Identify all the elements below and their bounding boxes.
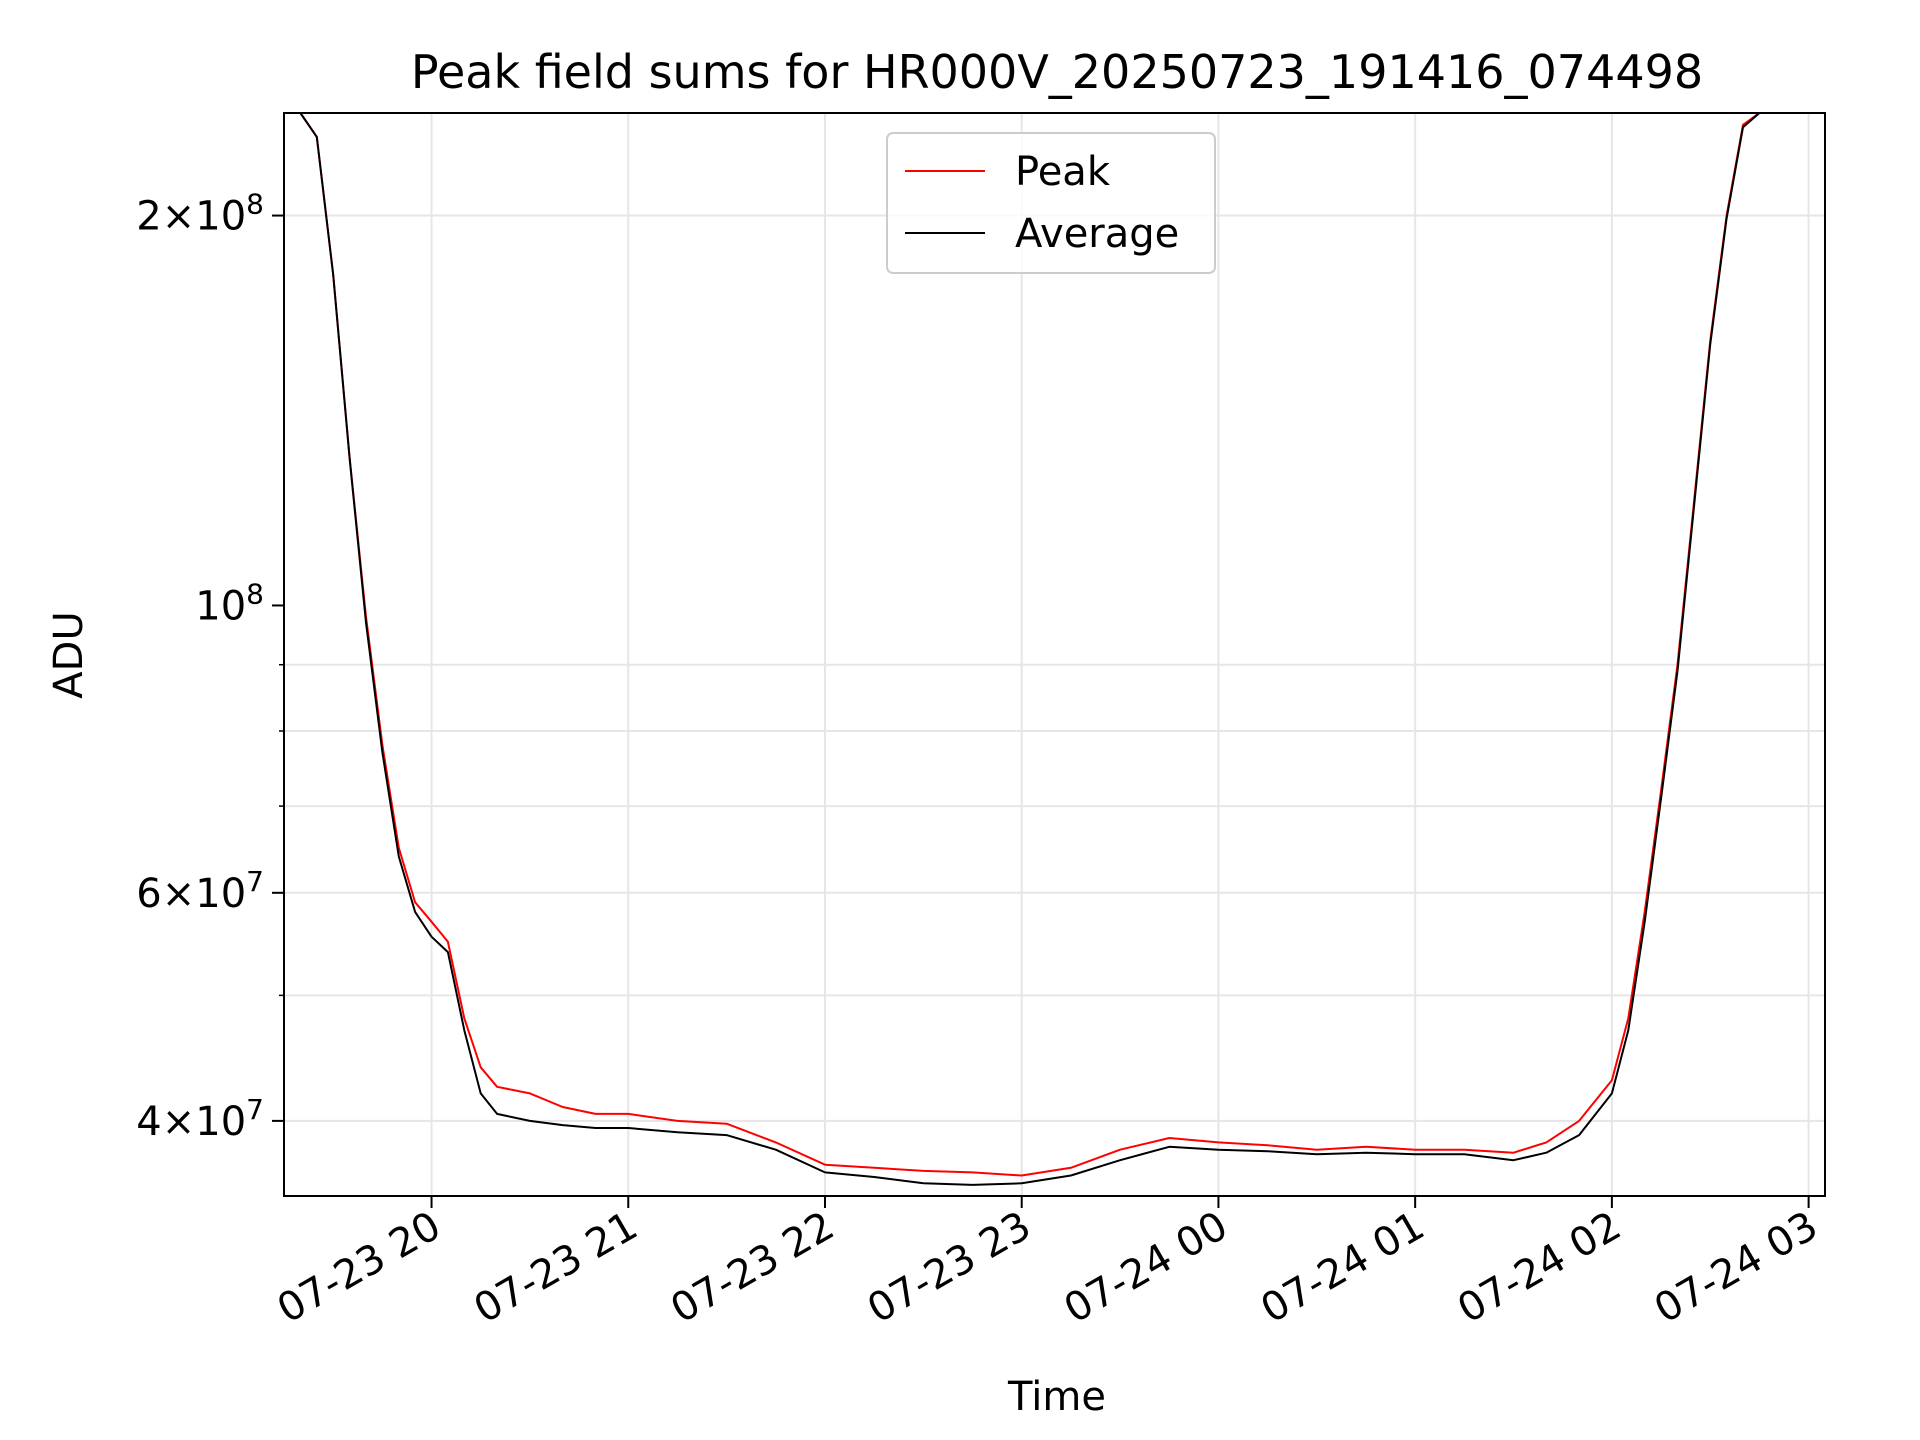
x-axis-label: Time (1007, 1374, 1106, 1420)
legend-box (886, 132, 1216, 274)
y-axis: 4×107 6×107 108 2×108 (136, 188, 284, 1145)
chart-title: Peak field sums for HR000V_20250723_1914… (411, 45, 1703, 99)
y-tick-label: 4×107 (136, 1093, 264, 1145)
series-line-peak (284, 113, 1793, 1177)
series-lines (284, 113, 1793, 1186)
legend-label-peak: Peak (1015, 149, 1111, 195)
y-tick-label: 6×107 (136, 865, 264, 917)
y-axis-label: ADU (46, 611, 92, 698)
y-tick-label: 2×108 (136, 188, 264, 240)
series-line-average (284, 113, 1793, 1186)
plot-frame (283, 112, 1826, 1197)
y-tick-label: 108 (195, 577, 264, 629)
legend: Peak Average (886, 132, 1216, 274)
grid (284, 113, 1825, 1196)
legend-label-average: Average (1015, 211, 1179, 257)
